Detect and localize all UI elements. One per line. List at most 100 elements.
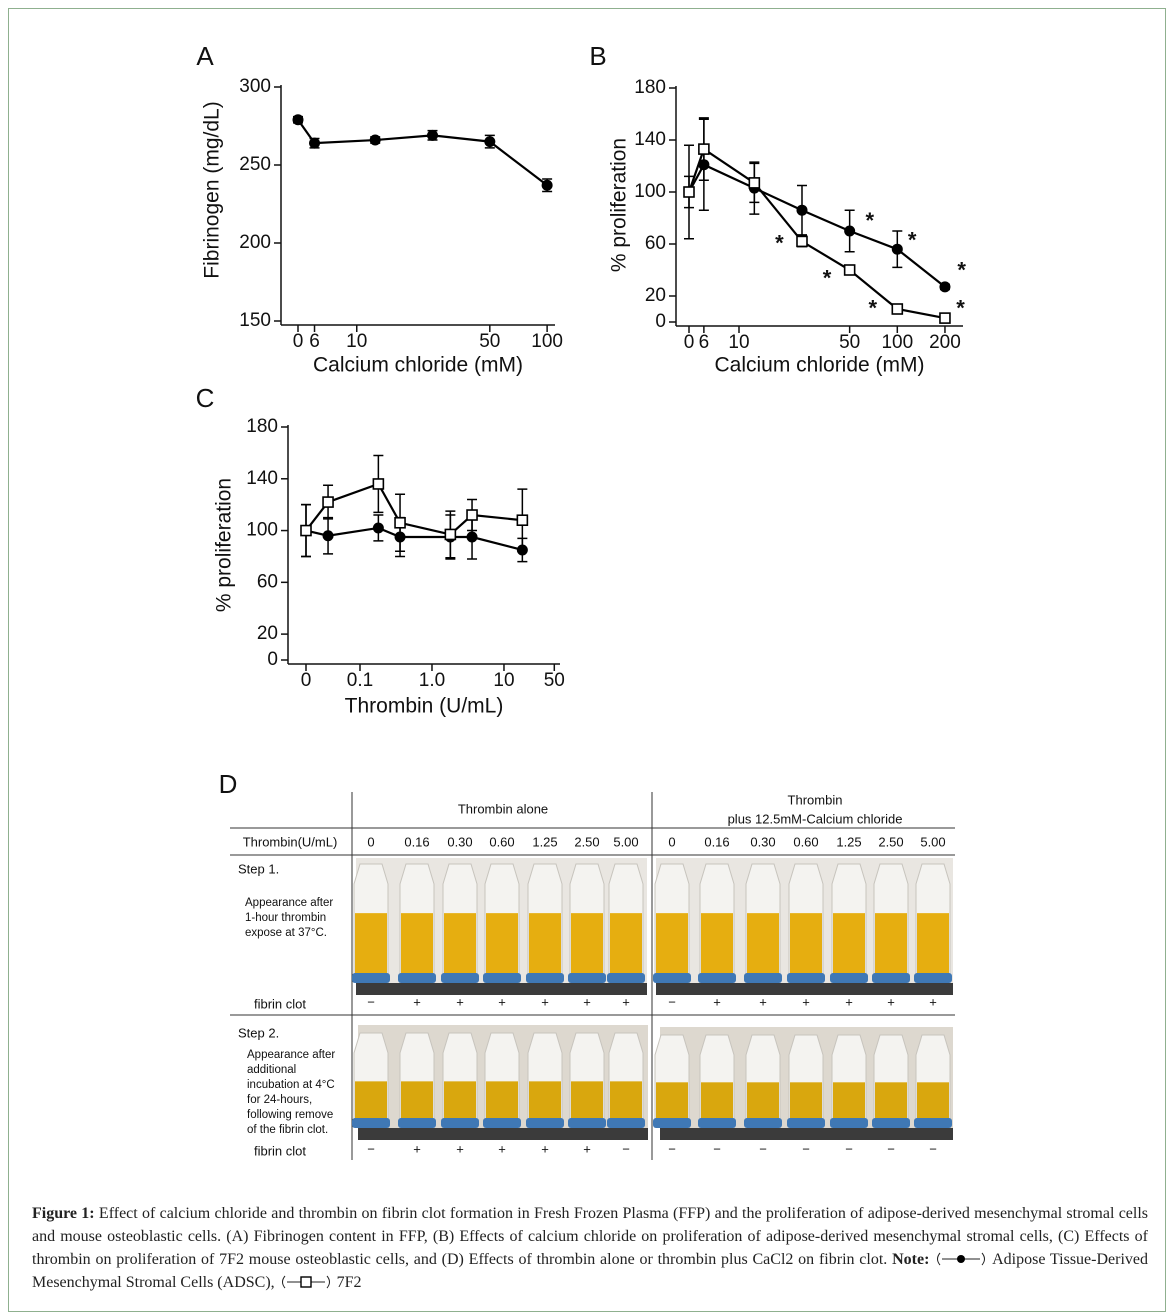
liquid	[401, 913, 433, 975]
y-tick-label: 0	[655, 311, 666, 332]
liquid	[571, 1081, 603, 1120]
table-text: −	[802, 1141, 810, 1156]
cap	[698, 1118, 736, 1128]
table-text: 2.50	[574, 834, 599, 849]
point	[322, 530, 334, 542]
table-text: −	[929, 1141, 937, 1156]
y-tick-label: 60	[645, 233, 666, 254]
cap	[441, 973, 479, 983]
table-text: −	[845, 1141, 853, 1156]
series-line	[297, 119, 548, 187]
liquid	[790, 913, 822, 975]
point	[394, 516, 406, 529]
point	[484, 136, 496, 148]
annotation: *	[823, 265, 832, 290]
annotation: *	[957, 258, 966, 283]
table-text: fibrin clot	[254, 1143, 306, 1158]
x-tick-label: 100	[881, 332, 913, 353]
point	[698, 143, 710, 155]
cap	[830, 973, 868, 983]
point	[891, 303, 904, 315]
x-tick-label: 200	[929, 332, 961, 353]
table-text: +	[845, 994, 853, 1009]
liquid	[917, 913, 949, 975]
liquid	[747, 1082, 779, 1120]
y-tick-label: 180	[246, 416, 278, 437]
y-tick-label: 20	[257, 623, 278, 644]
panel-label: A	[196, 41, 214, 71]
x-tick-label: 10	[346, 331, 367, 352]
point	[372, 478, 385, 490]
annotation: *	[775, 230, 784, 255]
table-text: +	[456, 1141, 464, 1156]
y-axis-label: Fibrinogen (mg/dL)	[201, 101, 224, 278]
point	[843, 264, 856, 276]
point	[322, 496, 334, 508]
cap	[568, 973, 606, 983]
y-tick-label: 140	[246, 468, 278, 489]
table-text: +	[929, 994, 937, 1009]
table-text: +	[498, 994, 506, 1009]
table-text: incubation at 4°C	[247, 1079, 335, 1091]
table-text: +	[413, 994, 421, 1009]
x-axis-label: Thrombin (U/mL)	[345, 695, 504, 718]
liquid	[444, 1081, 476, 1120]
table-text: Thrombin alone	[458, 801, 548, 816]
y-tick-label: 100	[246, 520, 278, 541]
point	[698, 159, 710, 171]
table-text: −	[713, 1141, 721, 1156]
cap	[398, 1118, 436, 1128]
liquid	[790, 1082, 822, 1120]
liquid	[833, 1082, 865, 1120]
y-tick-label: 250	[239, 154, 271, 175]
table-text: +	[887, 994, 895, 1009]
photo-base	[656, 983, 953, 995]
table-text: plus 12.5mM-Calcium chloride	[728, 811, 903, 826]
liquid	[656, 1082, 688, 1120]
photo-base	[358, 1128, 648, 1140]
point	[292, 114, 304, 126]
table-text: 1-hour thrombin	[245, 912, 326, 924]
point	[444, 528, 457, 541]
cap	[830, 1118, 868, 1128]
y-tick-label: 140	[634, 129, 666, 150]
caption-label: Figure 1:	[32, 1205, 95, 1222]
x-tick-label: 50	[839, 332, 860, 353]
point	[300, 524, 312, 537]
y-tick-label: 200	[239, 232, 271, 253]
point	[427, 129, 439, 141]
x-tick-label: 100	[531, 331, 563, 352]
cap	[872, 973, 910, 983]
x-tick-label: 10	[493, 670, 514, 691]
legend-entry: Adipose Tissue-Derived Mesenchymal Strom…	[32, 1251, 1149, 1291]
liquid	[571, 913, 603, 975]
liquid	[486, 913, 518, 975]
point	[891, 243, 903, 255]
point	[369, 134, 381, 146]
series-line	[305, 482, 523, 536]
liquid	[444, 913, 476, 975]
table-text: +	[456, 994, 464, 1009]
table-text: 0.60	[489, 834, 514, 849]
y-tick-label: 300	[239, 76, 271, 97]
table-text: +	[622, 994, 630, 1009]
cap	[607, 1118, 645, 1128]
y-tick-label: 180	[634, 77, 666, 98]
liquid	[610, 1081, 642, 1120]
table-text: +	[583, 994, 591, 1009]
table-text: 0.30	[750, 834, 775, 849]
point	[844, 225, 856, 237]
point	[541, 179, 553, 191]
table-text: +	[498, 1141, 506, 1156]
table-text: Step 1.	[238, 861, 279, 876]
cap	[398, 973, 436, 983]
liquid	[610, 913, 642, 975]
table-text: −	[668, 1141, 676, 1156]
table-text: of the fibrin clot.	[247, 1124, 328, 1136]
cap	[352, 1118, 390, 1128]
point	[939, 312, 951, 324]
table-text: additional	[247, 1064, 296, 1076]
cap	[483, 1118, 521, 1128]
